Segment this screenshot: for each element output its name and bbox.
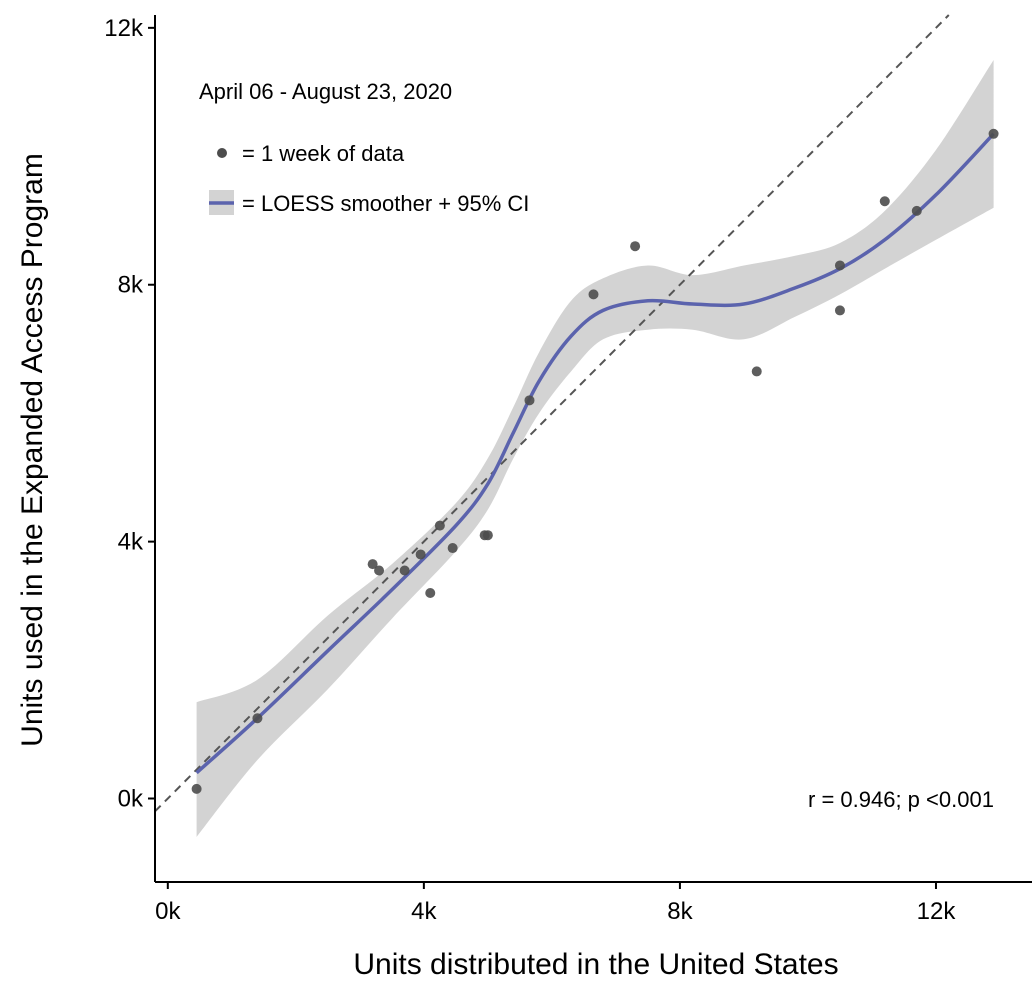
legend-title: April 06 - August 23, 2020 [199,79,452,104]
x-tick-label: 8k [667,898,693,925]
reference-line-layer [154,14,950,813]
data-point [588,289,599,300]
x-axis-title: Units distributed in the United States [353,948,838,981]
data-point [834,305,845,316]
data-point [911,205,922,216]
data-point [374,565,385,576]
legend: April 06 - August 23, 2020 = 1 week of da… [199,79,529,216]
axes-layer: 0k 4k 8k 12k 0k 4k 8k 12k [104,15,1032,925]
data-point [988,128,999,139]
confidence-band-layer [196,60,994,837]
reference-line [154,14,950,813]
smoother-line-layer [195,132,995,775]
x-tick-label: 12k [917,898,957,925]
y-tick-label: 12k [104,15,144,42]
correlation-annotation: r = 0.946; p <0.001 [808,787,994,812]
data-point [425,588,436,598]
data-point [630,241,641,252]
data-point [415,549,426,560]
data-point [751,366,762,377]
legend-point-symbol [217,148,227,158]
data-point [524,395,535,406]
x-tick-label: 4k [411,898,437,925]
data-point [834,260,845,271]
y-axis-title: Units used in the Expanded Access Progra… [16,153,49,747]
x-tick-label: 0k [155,898,181,925]
data-point [447,543,458,554]
loess-line [195,132,995,775]
data-point [367,559,378,570]
data-points-layer [191,128,999,794]
legend-label-points: = 1 week of data [242,141,405,166]
data-point [252,713,263,724]
confidence-band [196,60,994,837]
data-point [482,530,493,541]
data-point [434,520,445,531]
legend-label-smoother: = LOESS smoother + 95% CI [242,191,529,216]
data-point [879,196,890,207]
y-tick-label: 0k [118,786,144,813]
y-tick-label: 8k [118,272,144,299]
y-tick-label: 4k [118,529,144,556]
data-point [399,565,410,576]
data-point [191,783,202,794]
